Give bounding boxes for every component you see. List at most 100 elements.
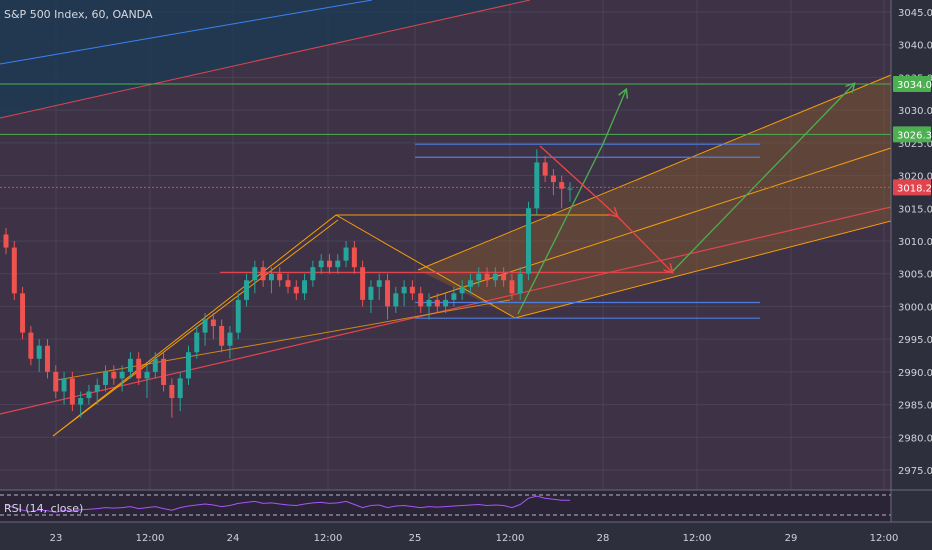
candle-6 xyxy=(53,365,59,399)
candle-body xyxy=(567,188,573,190)
candle-25 xyxy=(210,312,216,340)
candle-31 xyxy=(260,260,266,287)
candle-22 xyxy=(185,345,191,385)
y-tick-label-7: 3010.0 xyxy=(898,237,932,248)
candle-body xyxy=(318,260,324,268)
x-tick-label-8: 29 xyxy=(785,533,798,544)
x-tick-label-0: 23 xyxy=(50,533,63,544)
y-tick-label-14: 3045.0 xyxy=(898,8,932,19)
orange-line-top xyxy=(417,74,892,271)
candle-65 xyxy=(542,155,548,183)
candle-67 xyxy=(559,175,565,209)
candle-63 xyxy=(526,201,532,281)
candle-body xyxy=(542,162,548,176)
candle-35 xyxy=(293,280,299,300)
candle-57 xyxy=(476,267,482,287)
candle-body xyxy=(169,384,175,399)
candle-body xyxy=(310,267,316,281)
candle-body xyxy=(53,371,59,392)
candle-body xyxy=(335,260,341,268)
candle-10 xyxy=(86,384,92,405)
candle-body xyxy=(103,371,109,385)
candle-body xyxy=(550,175,556,183)
candle-body xyxy=(492,273,498,281)
candle-28 xyxy=(235,293,241,340)
candle-body xyxy=(11,247,17,294)
candle-body xyxy=(86,391,92,399)
candle-12 xyxy=(103,365,109,392)
candle-52 xyxy=(434,293,440,313)
candle-11 xyxy=(94,378,100,405)
y-tick-label-11: 3030.0 xyxy=(898,106,932,117)
candle-62 xyxy=(517,267,523,300)
candle-body xyxy=(285,280,291,287)
candle-body xyxy=(418,293,424,307)
candle-body xyxy=(501,273,507,281)
candle-body xyxy=(136,358,142,379)
time-axis-bg xyxy=(0,522,932,550)
candle-27 xyxy=(227,326,233,359)
candle-18 xyxy=(152,352,158,379)
candle-body xyxy=(401,286,407,294)
price-badge-1 xyxy=(893,126,931,143)
x-tick-label-1: 12:00 xyxy=(136,533,165,544)
candle-body xyxy=(526,208,532,274)
candle-61 xyxy=(509,273,515,300)
candle-body xyxy=(152,358,158,372)
candle-54 xyxy=(451,286,457,307)
red-channel-line-upper xyxy=(0,0,531,119)
candle-body xyxy=(127,358,133,372)
y-tick-label-13: 3040.0 xyxy=(898,41,932,52)
candle-body xyxy=(36,345,42,359)
candle-64 xyxy=(534,149,540,215)
orange-channel-fill xyxy=(418,75,891,318)
x-tick-label-5: 12:00 xyxy=(496,533,525,544)
candle-body xyxy=(293,286,299,294)
candle-body xyxy=(534,162,540,209)
x-tick-label-3: 12:00 xyxy=(314,533,343,544)
candle-body xyxy=(20,293,26,333)
candle-body xyxy=(351,247,357,268)
candle-body xyxy=(268,273,274,281)
candle-body xyxy=(252,267,258,281)
candle-body xyxy=(144,371,150,379)
candle-body xyxy=(277,273,283,281)
y-tick-label-4: 2995.0 xyxy=(898,335,932,346)
y-tick-label-5: 3000.0 xyxy=(898,302,932,313)
x-tick-label-6: 28 xyxy=(597,533,610,544)
orange-diagonal-left xyxy=(52,219,339,437)
candle-26 xyxy=(219,319,225,353)
candle-49 xyxy=(409,280,415,300)
candle-51 xyxy=(426,293,432,320)
candle-17 xyxy=(144,365,150,399)
candle-body xyxy=(111,371,117,379)
candle-1 xyxy=(11,241,17,300)
y-tick-label-10: 3025.0 xyxy=(898,139,932,150)
candle-body xyxy=(61,378,67,392)
candle-body xyxy=(484,273,490,281)
candle-body xyxy=(219,326,225,346)
candle-66 xyxy=(550,169,556,196)
candle-33 xyxy=(277,267,283,287)
candle-body xyxy=(202,319,208,333)
candle-8 xyxy=(69,371,75,412)
candle-body xyxy=(459,286,465,294)
candle-body xyxy=(517,273,523,294)
candle-29 xyxy=(244,273,250,307)
y-tick-label-9: 3020.0 xyxy=(898,172,932,183)
candle-47 xyxy=(393,286,399,313)
y-tick-label-0: 2975.0 xyxy=(898,466,932,477)
candle-body xyxy=(343,247,349,261)
symbol-legend: S&P 500 Index, 60, OANDA xyxy=(4,8,153,21)
candle-body xyxy=(559,182,565,189)
green-arrow-2 xyxy=(671,84,854,273)
candle-48 xyxy=(401,280,407,307)
candle-58 xyxy=(484,267,490,287)
y-tick-label-6: 3005.0 xyxy=(898,270,932,281)
candle-30 xyxy=(252,260,258,294)
candle-45 xyxy=(376,273,382,300)
green-projection-1 xyxy=(517,143,604,315)
candle-body xyxy=(185,352,191,379)
rsi-line xyxy=(5,495,570,513)
